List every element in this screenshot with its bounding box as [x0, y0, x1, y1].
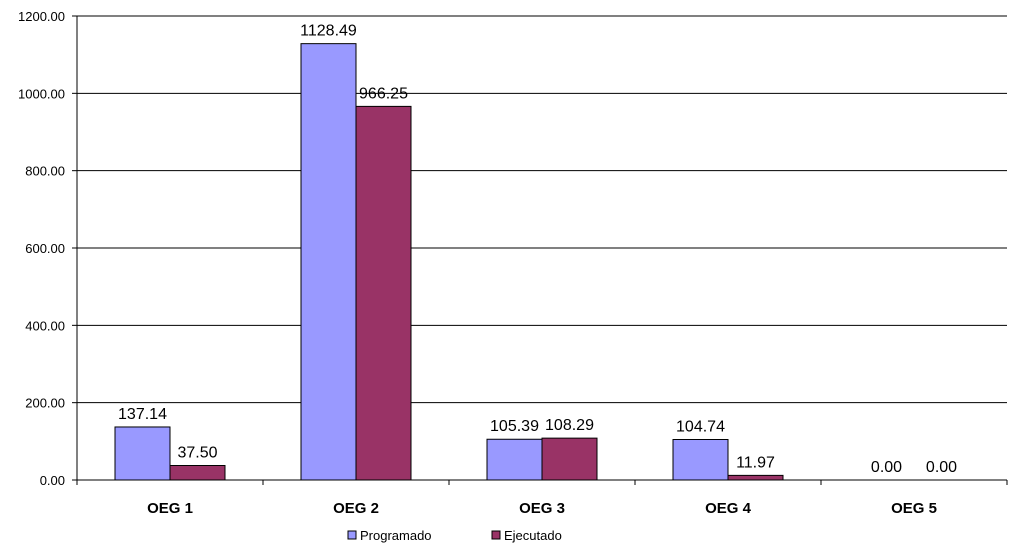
legend-label: Ejecutado [504, 528, 562, 543]
y-tick-label: 1200.00 [18, 9, 65, 24]
y-tick-label: 200.00 [25, 396, 65, 411]
axes [72, 15, 1008, 485]
bar-ejecutado [727, 474, 784, 481]
y-tick-label: 800.00 [25, 164, 65, 179]
y-tick-label: 0.00 [40, 473, 65, 488]
data-labels: 137.14 37.50 1128.49 966.25 105.39 108.29 104.… [118, 23, 957, 476]
x-category-label: OEG 1 [147, 500, 193, 517]
bar-programado [114, 426, 171, 481]
y-tick-label: 1000.00 [18, 86, 65, 101]
gridlines [77, 15, 1007, 404]
legend-label: Programado [360, 528, 432, 543]
data-label: 108.29 [545, 417, 594, 434]
x-category-label: OEG 5 [891, 500, 937, 517]
x-category-label: OEG 4 [705, 500, 752, 517]
legend-swatch [491, 530, 501, 540]
y-tick-label: 600.00 [25, 241, 65, 256]
data-label: 105.39 [490, 418, 539, 435]
x-category-label: OEG 2 [333, 500, 379, 517]
bar-programado [486, 438, 543, 481]
data-label: 966.25 [359, 85, 408, 102]
legend-swatch [347, 530, 357, 540]
data-label: 1128.49 [300, 23, 357, 40]
data-label: 104.74 [676, 419, 725, 436]
data-label: 11.97 [736, 454, 775, 471]
bar-programado [300, 43, 357, 481]
data-label: 0.00 [926, 459, 957, 476]
y-tick-label: 400.00 [25, 318, 65, 333]
data-label: 137.14 [118, 406, 167, 423]
legend: Programado Ejecutado [347, 528, 562, 543]
bar-ejecutado [169, 465, 226, 481]
x-axis-category-labels: OEG 1 OEG 2 OEG 3 OEG 4 OEG 5 [147, 500, 937, 517]
bar-ejecutado [355, 105, 412, 481]
data-label: 0.00 [871, 459, 902, 476]
data-label: 37.50 [177, 445, 217, 462]
bar-programado [672, 439, 729, 481]
bars [114, 43, 784, 481]
bar-ejecutado [541, 437, 598, 481]
y-axis-tick-labels: 0.00 200.00 400.00 600.00 800.00 1000.00 1200.… [18, 9, 65, 488]
x-category-label: OEG 3 [519, 500, 565, 517]
